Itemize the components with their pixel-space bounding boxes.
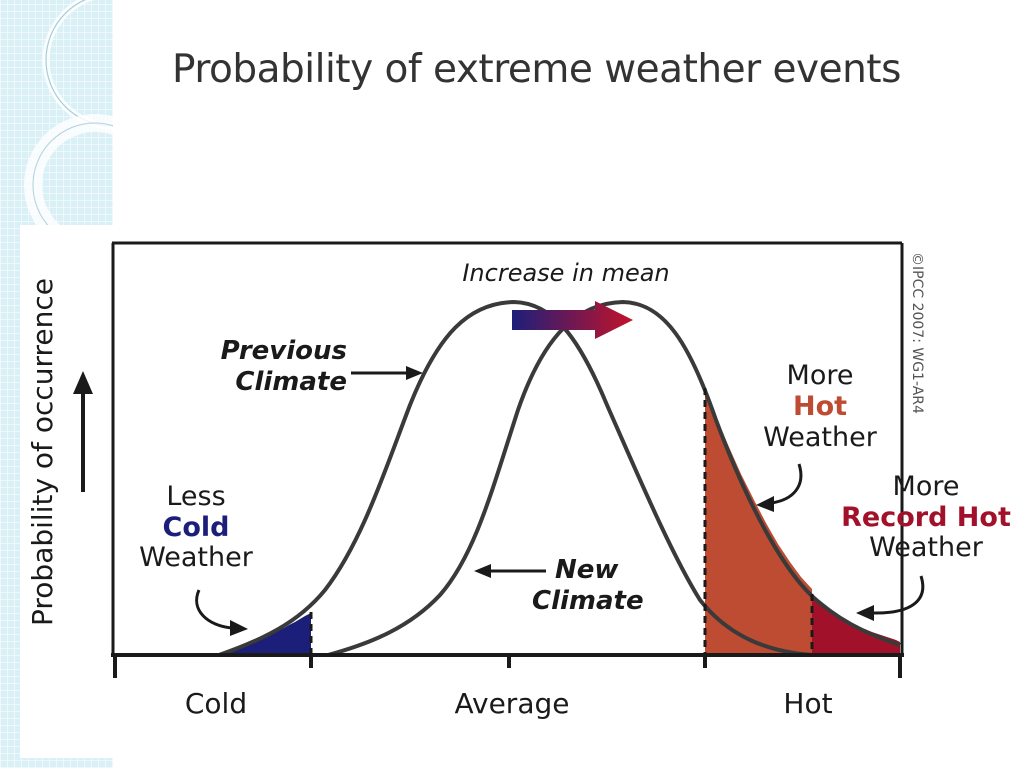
x-tick-label-hot: Hot — [783, 687, 832, 720]
climate-distribution-figure: Cold Average Hot Probability of occurren… — [20, 225, 1024, 758]
previous-climate-arrow-icon — [406, 366, 423, 380]
x-tick-label-cold: Cold — [185, 687, 247, 720]
less-cold-tail-shading — [219, 613, 311, 655]
new-climate-label-line2: Climate — [532, 586, 644, 616]
more-hot-arrow-icon — [756, 496, 774, 512]
slide-title: Probability of extreme weather events — [172, 47, 901, 92]
mean-shift-arrow-icon — [512, 301, 633, 339]
less-cold-label-line3: Weather — [139, 542, 254, 573]
new-climate-arrow-icon — [474, 564, 491, 578]
y-axis-arrow-head-icon — [73, 371, 93, 394]
new-climate-label-line1: New — [555, 555, 619, 585]
record-hot-label-line2: Record Hot — [841, 502, 1011, 533]
more-hot-label-line1: More — [787, 360, 854, 391]
record-hot-label-line3: Weather — [869, 532, 984, 563]
record-hot-pointer — [871, 575, 925, 615]
more-hot-label-line3: Weather — [763, 422, 878, 453]
record-hot-label-line1: More — [893, 471, 960, 502]
y-axis-label: Probability of occurrence — [26, 278, 59, 626]
ipcc-credit: ©IPCC 2007: WG1-AR4 — [909, 252, 925, 414]
previous-climate-curve — [218, 299, 813, 657]
more-hot-label-line2: Hot — [793, 391, 847, 422]
less-cold-label-line1: Less — [166, 481, 225, 512]
more-hot-pointer — [770, 463, 803, 505]
record-hot-arrow-icon — [856, 605, 874, 621]
distribution-diagram: Cold Average Hot Probability of occurren… — [26, 241, 1011, 720]
increase-in-mean-label: Increase in mean — [462, 259, 669, 287]
less-cold-label-line2: Cold — [163, 512, 230, 543]
previous-climate-label-line2: Climate — [235, 367, 347, 397]
less-cold-pointer — [195, 589, 233, 630]
less-cold-arrow-icon — [230, 620, 248, 636]
new-climate-curve — [327, 299, 901, 657]
x-tick-label-average: Average — [455, 687, 570, 720]
previous-climate-label-line1: Previous — [221, 336, 347, 366]
